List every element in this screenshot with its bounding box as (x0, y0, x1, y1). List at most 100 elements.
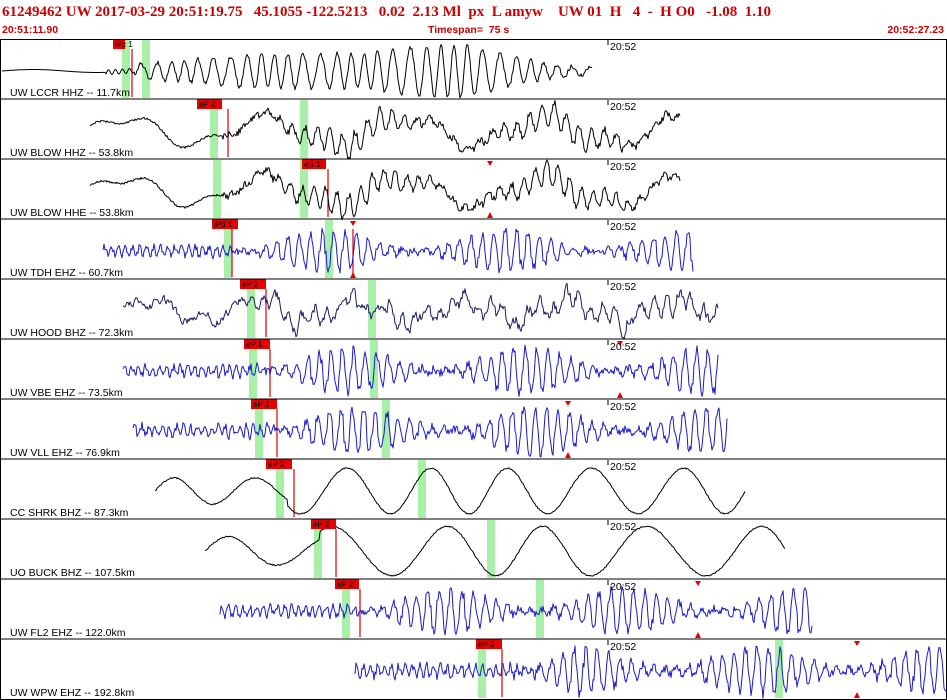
waveform-trace (1, 43, 593, 99)
time-tick-label: 20:52 (610, 101, 636, 113)
trace-panel[interactable]: eP 2 20:52 UW VLL EHZ -- 76.9km (0, 398, 947, 459)
waveform-trace (354, 645, 947, 699)
amplitude-marker-top (854, 641, 860, 646)
trace-panel[interactable]: eS 1 20:52 UW BLOW HHE -- 53.8km (0, 158, 947, 221)
pick-flag[interactable]: eP 1 (244, 339, 270, 349)
station-label: UW WPW EHZ -- 192.8km (10, 687, 135, 699)
pick-flag[interactable]: iPd 1 (212, 219, 238, 229)
panel-frame (0, 39, 947, 700)
pick-label: eS 1 (304, 160, 321, 169)
trace-panel[interactable]: eP 2 20:52 UW FL2 EHZ -- 122.0km (0, 578, 947, 639)
waveform-trace (89, 100, 681, 160)
waveform-trace (122, 344, 719, 397)
phase-window (224, 220, 232, 278)
pick-flag[interactable]: eS 1 (302, 159, 326, 169)
waveform-trace (154, 467, 746, 515)
time-tick-label: 20:52 (610, 581, 636, 593)
pick-flag[interactable]: eP 2 (266, 459, 292, 469)
amplitude-marker-bottom (487, 212, 493, 218)
pick-label: eP 2 (268, 460, 285, 469)
time-tick-label: 20:52 (610, 161, 636, 173)
time-tick-label: 20:52 (610, 641, 636, 653)
amplitude-marker-top (617, 341, 623, 346)
time-tick-label: 20:52 (610, 401, 636, 413)
trace-panel[interactable]: eP 1 20:52 UW VBE EHZ -- 73.5km (0, 338, 947, 399)
phase-window (210, 100, 218, 158)
station-label: UW BLOW HHZ -- 53.8km (10, 147, 133, 159)
trace-panel[interactable]: eP 2 20:52 UW HOOD BHZ -- 72.3km (0, 278, 947, 340)
time-tick-label: 20:52 (610, 41, 636, 53)
station-label: UW VLL EHZ -- 76.9km (10, 447, 120, 459)
phase-window (276, 460, 284, 518)
time-tick-label: 20:52 (610, 221, 636, 233)
station-label: UW LCCR HHZ -- 11.7km (10, 87, 130, 99)
station-label: CC SHRK BHZ -- 87.3km (10, 507, 129, 519)
trace-panel[interactable]: iPd 1 20:52 UW TDH EHZ -- 60.7km (0, 218, 947, 279)
pick-label: eP 2 (337, 580, 354, 589)
time-tick-label: 20:52 (610, 281, 636, 293)
amplitude-marker-top (350, 221, 356, 226)
time-tick-label: 20:52 (610, 461, 636, 473)
amplitude-marker-top (565, 401, 571, 406)
phase-window (368, 280, 376, 338)
amplitude-marker-top (695, 581, 701, 586)
station-label: UO BUCK BHZ -- 107.5km (10, 567, 135, 579)
phase-window (325, 220, 333, 278)
station-label: UW VBE EHZ -- 73.5km (10, 387, 123, 399)
phase-window (122, 40, 130, 98)
pick-flag[interactable]: eP 2 (476, 639, 502, 649)
header-bar: 61249462 UW 2017-03-29 20:51:19.75 45.10… (0, 0, 947, 40)
pick-label: iPd 1 (214, 220, 233, 229)
waveform-trace (219, 585, 813, 636)
pick-flag[interactable]: eP 2 (251, 399, 277, 409)
pick-label: eP 2 (242, 280, 259, 289)
end-time: 20:52:27.23 (887, 24, 944, 36)
phase-window (487, 520, 495, 578)
pick-flag[interactable]: eP 2 (197, 99, 222, 109)
pick-flag[interactable]: eP 2 (311, 519, 336, 529)
trace-panel[interactable]: eP 2 20:52 CC SHRK BHZ -- 87.3km (0, 458, 947, 519)
phase-window (314, 520, 322, 578)
pick-label: eP 2 (478, 640, 495, 649)
waveform-trace (89, 159, 681, 221)
amplitude-marker-bottom (617, 392, 623, 398)
phase-window (418, 460, 426, 518)
pick-flag[interactable]: eP 2 (335, 579, 359, 589)
station-label: UW HOOD BHZ -- 72.3km (10, 327, 133, 339)
trace-panel[interactable]: eP 2 20:52 UW BLOW HHZ -- 53.8km (0, 98, 947, 160)
pick-label: eP 2 (253, 400, 270, 409)
phase-window (478, 640, 486, 698)
phase-window (247, 280, 255, 338)
amplitude-marker-bottom (565, 452, 571, 458)
waveform-trace (122, 282, 719, 340)
station-label: UW BLOW HHE -- 53.8km (10, 207, 134, 219)
trace-panel[interactable]: eP 2 20:52 UO BUCK BHZ -- 107.5km (0, 518, 947, 579)
pick-label: iPc 1 (115, 40, 133, 49)
seismogram-panel[interactable]: iPc 1 20:52 UW LCCR HHZ -- 11.7km eP 2 20:52… (0, 39, 947, 700)
phase-window (382, 400, 390, 458)
event-title: 61249462 UW 2017-03-29 20:51:19.75 45.10… (2, 4, 772, 20)
phase-window (213, 160, 221, 218)
phase-window (775, 640, 783, 698)
waveform-trace (204, 525, 786, 577)
time-tick-label: 20:52 (610, 521, 636, 533)
pick-label: eP 1 (246, 340, 263, 349)
amplitude-marker-bottom (350, 272, 356, 278)
pick-label: eP 2 (313, 520, 330, 529)
trace-panel[interactable]: eP 2 20:52 UW WPW EHZ -- 192.8km (0, 638, 947, 699)
trace-panel[interactable]: iPc 1 20:52 UW LCCR HHZ -- 11.7km (0, 39, 947, 99)
station-label: UW TDH EHZ -- 60.7km (10, 267, 123, 279)
amplitude-marker-bottom (854, 692, 860, 698)
timespan-label: Timespan= 75 s (428, 24, 510, 36)
start-time: 20:51:11.90 (2, 24, 59, 36)
phase-window (249, 340, 257, 398)
pick-flag[interactable]: eP 2 (240, 279, 266, 289)
station-label: UW FL2 EHZ -- 122.0km (10, 627, 126, 639)
amplitude-marker-top (487, 161, 493, 166)
waveform-trace (102, 227, 694, 274)
amplitude-marker-bottom (695, 632, 701, 638)
pick-label: eP 2 (199, 100, 216, 109)
pick-flag[interactable]: iPc 1 (113, 39, 133, 49)
time-tick-label: 20:52 (610, 341, 636, 353)
waveform-trace (132, 406, 728, 458)
